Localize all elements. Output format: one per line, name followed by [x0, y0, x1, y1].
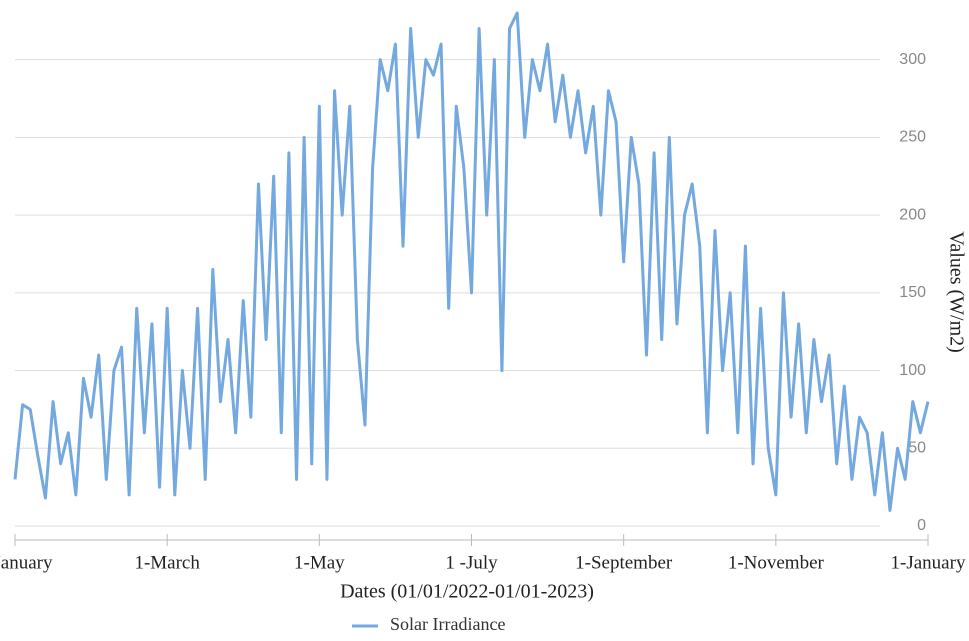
y-tick-label: 50 — [908, 439, 926, 456]
x-tick-label: 1-March — [134, 552, 200, 573]
y-tick-label: 300 — [899, 51, 926, 68]
y-tick-label: 250 — [899, 129, 926, 146]
y-axis-label: Values (W/m2) — [945, 231, 967, 353]
y-tick-label: 0 — [917, 517, 926, 534]
legend-label: Solar Irradiance — [390, 614, 505, 634]
x-axis-label: Dates (01/01/2022-01/01-2023) — [340, 581, 594, 603]
y-tick-label: 150 — [899, 284, 926, 301]
x-tick-label: 1-January — [891, 552, 966, 573]
x-tick-label: 1-January — [0, 552, 53, 573]
y-tick-label: 100 — [899, 362, 926, 379]
data-line — [13, 11, 930, 512]
x-tick-label: 1-November — [728, 552, 825, 573]
y-tick-label: 200 — [899, 206, 926, 223]
x-tick-label: 1-September — [575, 552, 673, 573]
x-tick-label: 1-May — [294, 552, 345, 573]
x-tick-label: 1 -July — [445, 552, 498, 573]
